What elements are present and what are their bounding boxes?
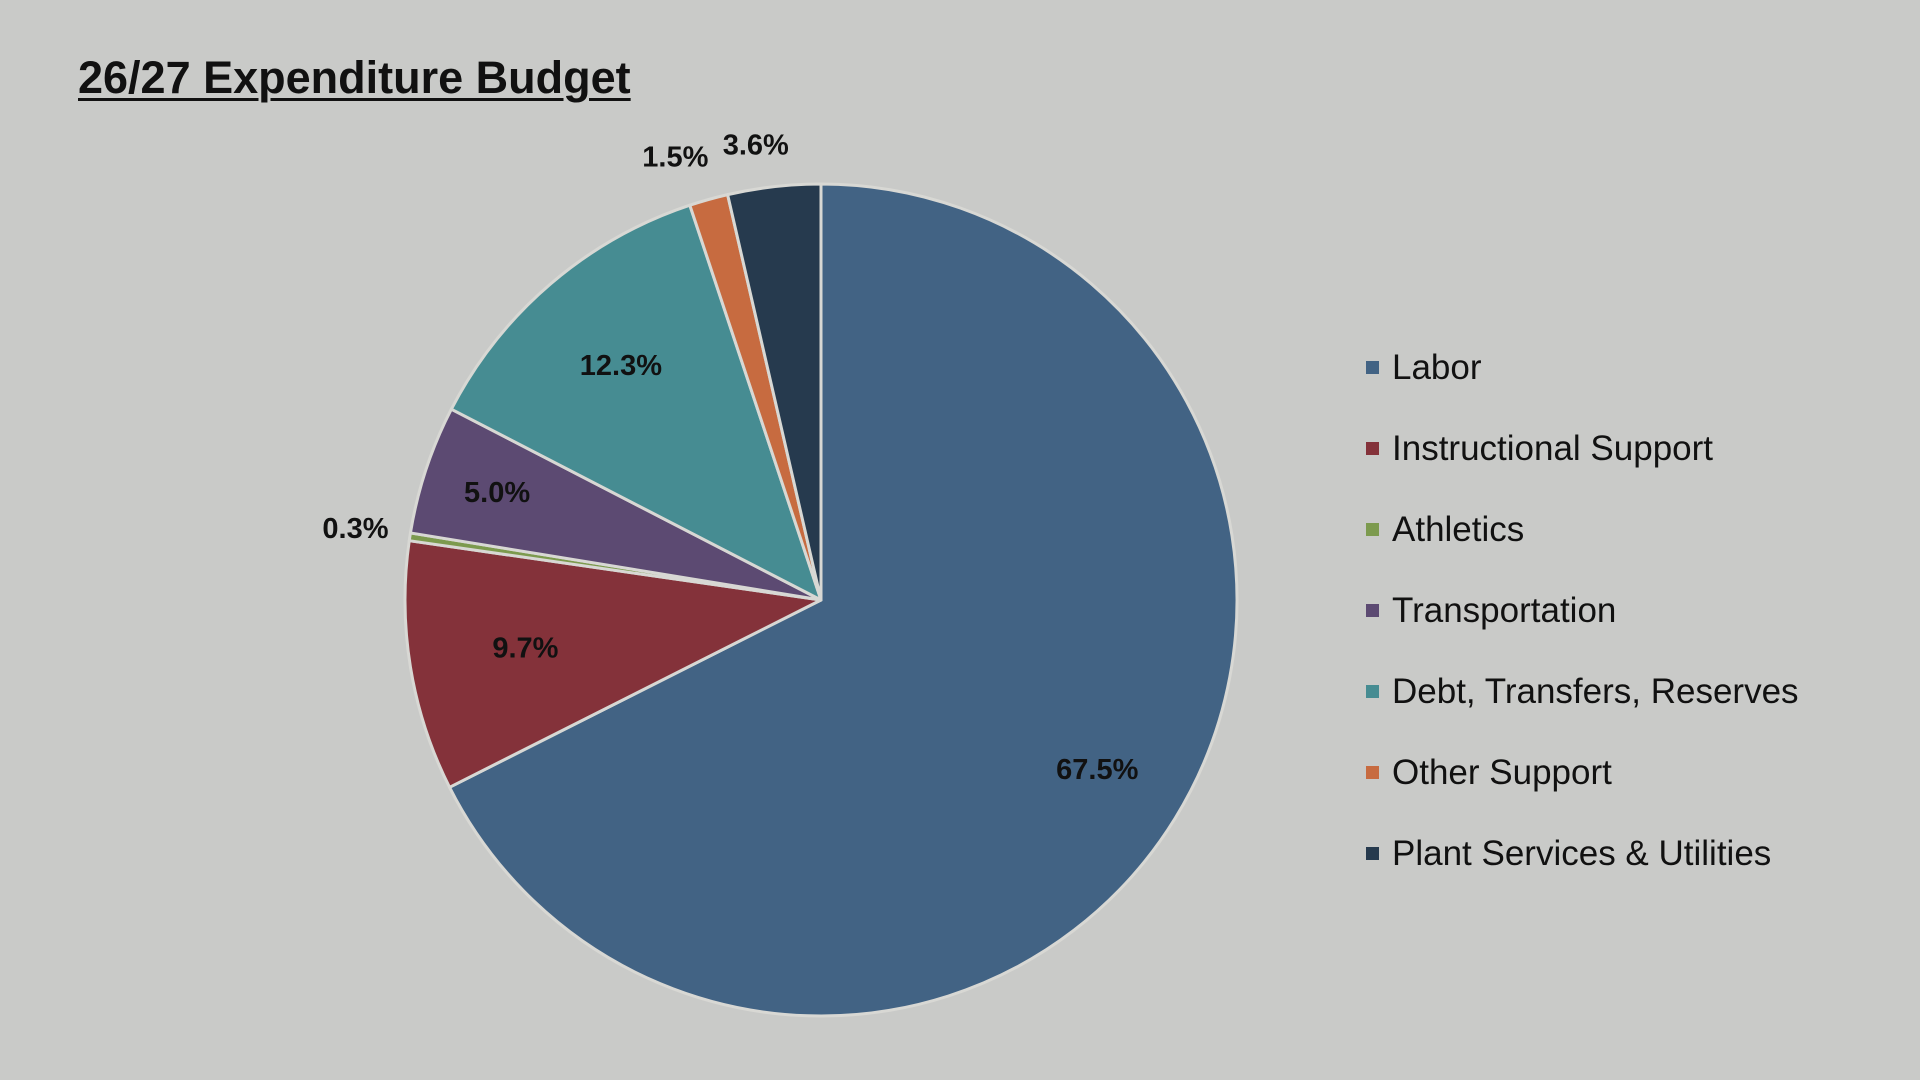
pie-labels: 67.5% 9.7% 0.3% 5.0% 12.3% 1.5% 3.6% <box>322 129 1138 786</box>
legend-item: Transportation <box>1366 570 1799 651</box>
pie-slice-labor <box>448 182 1239 1018</box>
legend-item: Instructional Support <box>1366 408 1799 489</box>
pie-data-label: 9.7% <box>492 632 558 664</box>
pie-data-label: 3.6% <box>723 129 789 161</box>
legend-swatch <box>1366 604 1379 617</box>
pie-data-label: 5.0% <box>464 477 530 509</box>
legend-swatch <box>1366 766 1379 779</box>
legend-swatch <box>1366 847 1379 860</box>
pie-data-label: 67.5% <box>1056 754 1138 786</box>
legend-swatch <box>1366 523 1379 536</box>
pie-slice-debt-transfers-reserves <box>449 203 823 602</box>
pie-slice-plant-services-utilities <box>726 182 823 602</box>
pie-data-label: 12.3% <box>580 350 662 382</box>
legend-item: Plant Services & Utilities <box>1366 813 1799 894</box>
pie-data-label: 1.5% <box>642 141 708 173</box>
pie-slice-instructional-support <box>403 539 823 789</box>
chart-legend: Labor Instructional Support Athletics Trans… <box>1366 327 1799 894</box>
legend-label: Labor <box>1392 347 1482 387</box>
legend-label: Transportation <box>1392 590 1617 630</box>
legend-label: Debt, Transfers, Reserves <box>1392 671 1799 711</box>
legend-label: Athletics <box>1392 509 1525 549</box>
pie-slices <box>403 182 1239 1018</box>
legend-item: Athletics <box>1366 489 1799 570</box>
legend-label: Other Support <box>1392 752 1612 792</box>
legend-swatch <box>1366 361 1379 374</box>
legend-swatch <box>1366 685 1379 698</box>
legend-label: Plant Services & Utilities <box>1392 833 1772 873</box>
legend-item: Debt, Transfers, Reserves <box>1366 651 1799 732</box>
legend-swatch <box>1366 442 1379 455</box>
legend-item: Labor <box>1366 327 1799 408</box>
pie-data-label: 0.3% <box>322 513 388 545</box>
legend-label: Instructional Support <box>1392 428 1714 468</box>
legend-item: Other Support <box>1366 732 1799 813</box>
slide-title: 26/27 Expenditure Budget <box>78 52 631 103</box>
